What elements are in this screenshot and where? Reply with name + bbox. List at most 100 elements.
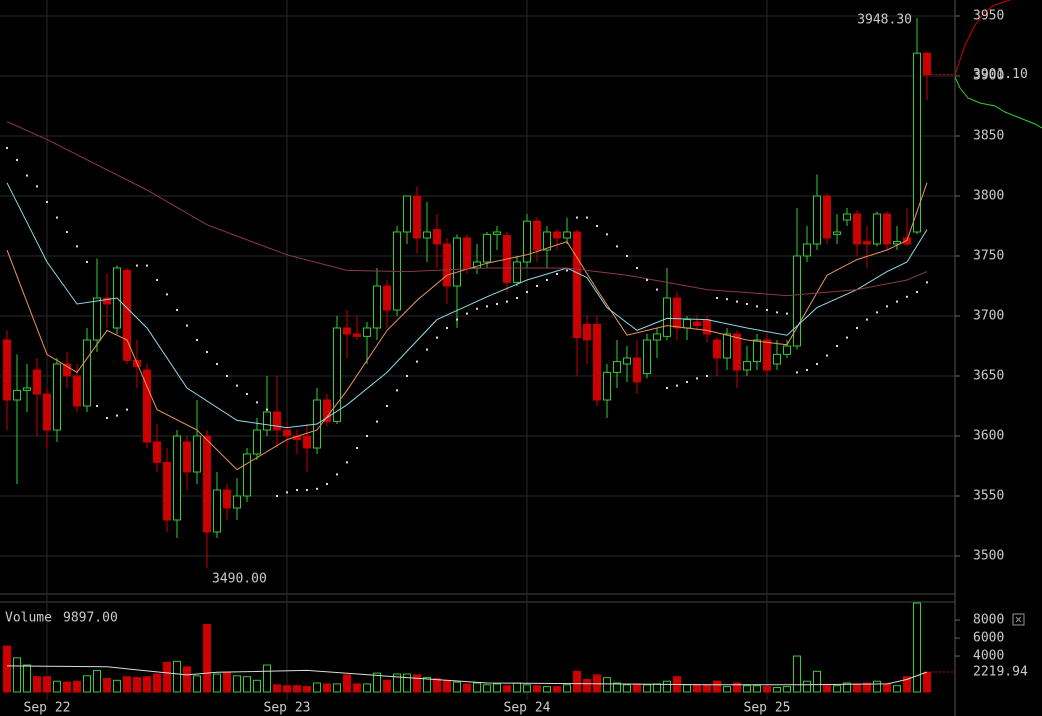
candle-body	[823, 195, 831, 239]
last-price-label: 3901.10	[973, 67, 1028, 82]
volume-bar	[623, 684, 631, 693]
sar-dot	[406, 374, 408, 377]
sar-dot	[36, 185, 38, 188]
y-tick-label: 3700	[973, 308, 1004, 323]
volume-bar	[303, 686, 311, 693]
sar-dot	[796, 371, 798, 374]
close-button[interactable]	[1012, 613, 1025, 626]
sar-dot	[236, 384, 238, 387]
sar-dot	[626, 254, 628, 257]
sar-dot	[646, 278, 648, 281]
volume-bar	[513, 682, 521, 693]
volume-bar	[653, 683, 661, 693]
volume-bar	[533, 685, 541, 693]
candle-body	[413, 195, 421, 239]
candle-body	[243, 453, 251, 497]
volume-ma	[6, 665, 928, 686]
sar-dot	[786, 312, 788, 315]
sar-dot	[466, 312, 468, 315]
candle-body	[3, 339, 11, 401]
volume-bar	[63, 681, 71, 693]
sar-dot	[866, 318, 868, 321]
sar-dot	[136, 264, 138, 267]
x-tick-label: Sep 22	[24, 701, 71, 716]
volume-bar	[573, 670, 581, 693]
volume-bar	[103, 678, 111, 693]
volume-bar	[443, 679, 451, 693]
candle-body	[343, 327, 351, 335]
candle-body	[843, 213, 851, 221]
volume-bar	[723, 686, 731, 693]
sar-dot	[336, 473, 338, 476]
sar-dot	[436, 336, 438, 339]
x-tick-label: Sep 23	[264, 701, 311, 716]
candle-body	[213, 489, 221, 533]
volume-bar	[323, 683, 331, 693]
volume-bar	[133, 677, 141, 693]
candle-body	[893, 241, 901, 245]
sar-dot	[806, 368, 808, 371]
volume-bar	[903, 676, 911, 693]
sar-dot	[726, 298, 728, 301]
candle-body	[173, 435, 181, 521]
volume-bar	[543, 686, 551, 693]
sar-dot	[766, 308, 768, 311]
candle-body	[43, 393, 51, 431]
sar-dot	[706, 374, 708, 377]
candle-body	[53, 363, 61, 431]
volume-bar	[33, 676, 41, 693]
candle-body	[483, 233, 491, 263]
sar-dot	[96, 404, 98, 407]
volume-bar	[333, 683, 341, 693]
sar-dot	[316, 487, 318, 490]
volume-bar	[253, 679, 261, 693]
volume-bar	[243, 676, 251, 693]
volume-bar	[93, 669, 101, 693]
volume-bar	[773, 687, 781, 693]
candle-body	[153, 441, 161, 463]
candle-body	[163, 461, 171, 521]
volume-bar	[403, 673, 411, 693]
volume-bar	[823, 684, 831, 693]
candle-body	[873, 213, 881, 245]
volume-bar	[783, 686, 791, 693]
candle-body	[603, 371, 611, 401]
volume-bar	[453, 681, 461, 693]
y-tick-label: 3650	[973, 368, 1004, 383]
sar-dot	[366, 434, 368, 437]
candle-body	[623, 357, 631, 365]
sar-dot	[76, 245, 78, 248]
sar-dot	[196, 338, 198, 341]
sar-dot	[126, 408, 128, 411]
volume-bar	[523, 684, 531, 693]
x-tick-label: Sep 25	[744, 701, 791, 716]
high-annotation: 3948.30	[857, 13, 912, 28]
candle-body	[423, 231, 431, 239]
y-tick-label: 3850	[973, 128, 1004, 143]
volume-bar	[763, 686, 771, 693]
sar-dot	[546, 278, 548, 281]
sar-dot	[426, 348, 428, 351]
sar-dot	[396, 389, 398, 392]
candle-body	[773, 353, 781, 365]
candle-body	[903, 237, 911, 245]
candle-body	[513, 261, 521, 283]
volume-bar	[193, 675, 201, 693]
volume-bar	[423, 677, 431, 693]
volume-bar	[473, 682, 481, 693]
volume-bar	[643, 684, 651, 693]
sar-dot	[886, 305, 888, 308]
sar-dot	[896, 300, 898, 303]
volume-bar	[713, 680, 721, 693]
volume-bar	[923, 671, 931, 693]
volume-bar	[753, 685, 761, 693]
candle-body	[783, 345, 791, 355]
y-tick-label: 3550	[973, 488, 1004, 503]
volume-bar	[203, 624, 211, 693]
volume-bar	[863, 682, 871, 693]
sar-dot	[616, 245, 618, 248]
volume-bar	[123, 676, 131, 693]
candle-body	[193, 435, 201, 473]
sar-dot	[326, 482, 328, 485]
